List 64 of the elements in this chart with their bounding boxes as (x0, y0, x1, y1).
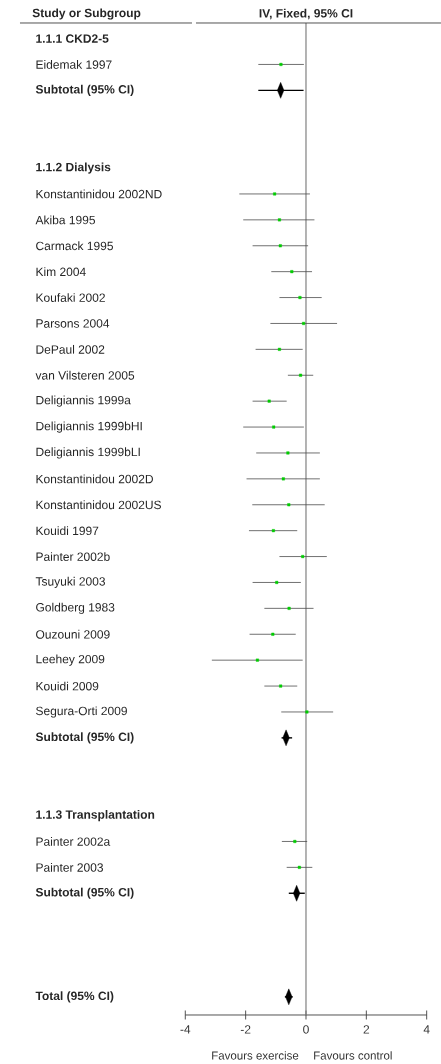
point (305, 710, 309, 714)
point (299, 373, 303, 377)
y-tick-label: Carmack 1995 (36, 241, 113, 251)
y-tick-label: Konstantinidou 2002US (36, 500, 161, 510)
x-tick-label: 2 (363, 1025, 370, 1034)
text: Favours exercise (212, 1051, 299, 1060)
y-tick-label: Total (95% CI) (35, 991, 114, 1003)
point (287, 503, 291, 507)
x-tick-label: -2 (240, 1025, 251, 1034)
point (287, 606, 291, 610)
y-tick-label: Eidemak 1997 (36, 60, 112, 69)
point (293, 839, 297, 843)
y-tick-label: Subtotal (95% CI) (35, 84, 134, 96)
point (297, 865, 301, 869)
point (271, 529, 275, 533)
y-tick-label: Deligiannis 1999bHI (36, 421, 142, 433)
y-tick-label: Painter 2002a (36, 837, 111, 846)
y-tick-label: Akiba 1995 (35, 215, 96, 225)
y-tick-label: Segura-Orti 2009 (36, 706, 127, 718)
y-tick-label: Konstantinidou 2002D (36, 474, 153, 484)
point (281, 477, 285, 481)
point (279, 684, 283, 688)
point (298, 296, 302, 300)
point (271, 632, 275, 636)
x-tick-label: -4 (180, 1025, 191, 1034)
y-tick-label: Parsons 2004 (36, 319, 110, 328)
point (290, 270, 294, 274)
point (255, 658, 259, 662)
x-tick-label: 0 (303, 1025, 309, 1034)
y-tick-label: Kim 2004 (36, 267, 86, 277)
point (272, 425, 276, 429)
y-tick-label: 1.1.3 Transplantation (36, 809, 155, 822)
y-tick-label: Subtotal (95% CI) (35, 732, 134, 744)
y-tick-label: Koufaki 2002 (36, 293, 105, 302)
y-tick-label: Deligiannis 1999a (36, 395, 131, 407)
y-tick-label: Painter 2002b (36, 552, 110, 561)
y-tick-label: Subtotal (95% CI) (35, 887, 134, 899)
y-tick-label: Tsuyuki 2003 (35, 576, 105, 589)
y-tick-label: Deligiannis 1999bLI (36, 447, 140, 459)
point (275, 580, 279, 584)
y-tick-label: van Vilsteren 2005 (35, 370, 135, 380)
point (267, 399, 271, 403)
text: Favours control (314, 1051, 392, 1060)
y-tick-label: 1.1.1 CKD2-5 (36, 34, 109, 43)
point (302, 321, 306, 325)
y-tick-label: Konstantinidou 2002ND (36, 189, 162, 199)
point (301, 555, 305, 559)
x-tick-label: 4 (423, 1025, 430, 1034)
point (278, 244, 282, 248)
y-tick-label: Ouzouni 2009 (36, 629, 110, 639)
y-tick-label: DePaul 2002 (36, 344, 105, 354)
y-tick-label: Kouidi 2009 (36, 681, 99, 691)
chart-title: IV, Fixed, 95% CI (259, 8, 353, 20)
y-axis-title: Study or Subgroup (32, 8, 141, 20)
y-tick-label: Goldberg 1983 (36, 602, 115, 614)
y-tick-label: 1.1.2 Dialysis (36, 162, 111, 174)
point (277, 218, 281, 222)
point (277, 347, 281, 351)
point (279, 62, 283, 66)
y-tick-label: Kouidi 1997 (36, 526, 99, 536)
y-tick-label: Painter 2003 (36, 862, 103, 872)
point (273, 192, 277, 196)
y-tick-label: Leehey 2009 (36, 654, 105, 666)
point (286, 451, 290, 455)
